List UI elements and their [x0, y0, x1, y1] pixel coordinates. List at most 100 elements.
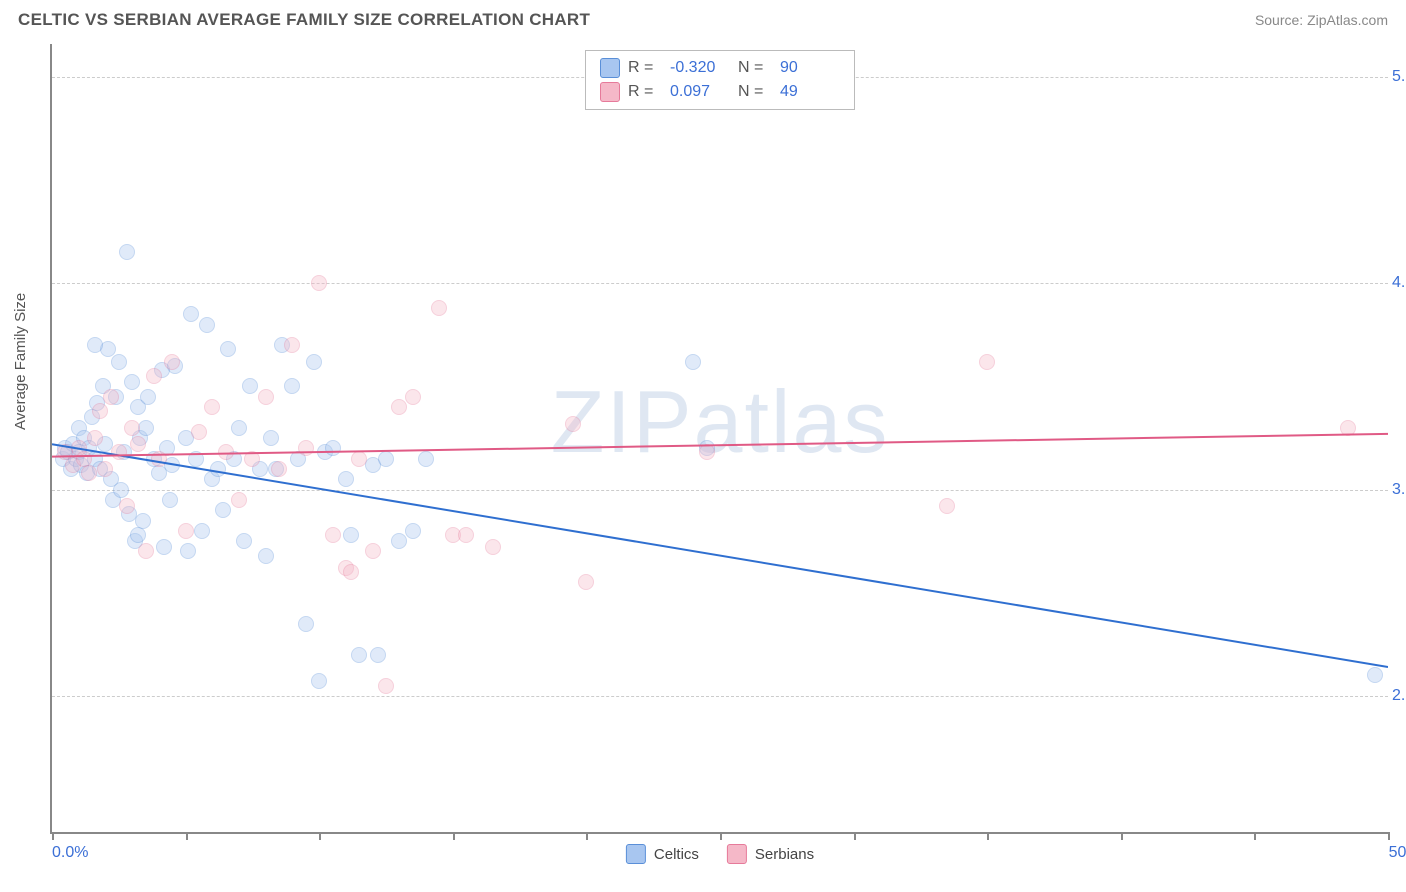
data-point: [119, 244, 135, 260]
data-point: [258, 548, 274, 564]
data-point: [306, 354, 322, 370]
data-point: [485, 539, 501, 555]
data-point: [97, 461, 113, 477]
data-point: [1340, 420, 1356, 436]
data-point: [210, 461, 226, 477]
data-point: [138, 543, 154, 559]
legend-row-serbians: R = 0.097 N = 49: [600, 80, 840, 104]
legend-r-label: R =: [628, 83, 662, 101]
x-tick: [720, 832, 722, 840]
x-tick: [1121, 832, 1123, 840]
data-point: [298, 440, 314, 456]
x-tick: [319, 832, 321, 840]
trend-line: [52, 444, 1388, 667]
data-point: [242, 378, 258, 394]
data-point: [311, 275, 327, 291]
data-point: [298, 616, 314, 632]
gridline: [52, 696, 1388, 697]
data-point: [431, 300, 447, 316]
data-point: [103, 389, 119, 405]
x-tick: [52, 832, 54, 840]
legend-r-value: -0.320: [670, 59, 730, 77]
legend-n-label: N =: [738, 59, 772, 77]
data-point: [130, 436, 146, 452]
x-tick: [453, 832, 455, 840]
watermark-text: ZIPatlas: [551, 371, 890, 473]
data-point: [271, 461, 287, 477]
data-point: [162, 492, 178, 508]
data-point: [699, 444, 715, 460]
data-point: [351, 451, 367, 467]
data-point: [578, 574, 594, 590]
data-point: [391, 399, 407, 415]
data-point: [365, 543, 381, 559]
x-tick: [854, 832, 856, 840]
data-point: [183, 306, 199, 322]
data-point: [418, 451, 434, 467]
data-point: [218, 444, 234, 460]
x-tick: [586, 832, 588, 840]
data-point: [244, 451, 260, 467]
data-point: [1367, 667, 1383, 683]
series-legend: Celtics Serbians: [626, 844, 814, 864]
legend-series-label: Celtics: [654, 846, 699, 863]
data-point: [565, 416, 581, 432]
x-tick: [1388, 832, 1390, 840]
data-point: [370, 647, 386, 663]
legend-r-value: 0.097: [670, 83, 730, 101]
gridline: [52, 490, 1388, 491]
data-point: [164, 354, 180, 370]
gridline: [52, 283, 1388, 284]
legend-item-celtics: Celtics: [626, 844, 699, 864]
data-point: [311, 673, 327, 689]
source-label: Source: ZipAtlas.com: [1255, 12, 1388, 28]
data-point: [111, 444, 127, 460]
data-point: [325, 440, 341, 456]
legend-series-label: Serbians: [755, 846, 814, 863]
legend-n-value: 49: [780, 83, 840, 101]
legend-n-label: N =: [738, 83, 772, 101]
data-point: [156, 539, 172, 555]
data-point: [351, 647, 367, 663]
data-point: [231, 420, 247, 436]
data-point: [87, 430, 103, 446]
data-point: [119, 498, 135, 514]
legend-item-serbians: Serbians: [727, 844, 814, 864]
data-point: [111, 354, 127, 370]
data-point: [113, 482, 129, 498]
data-point: [231, 492, 247, 508]
data-point: [191, 424, 207, 440]
legend-row-celtics: R = -0.320 N = 90: [600, 56, 840, 80]
data-point: [180, 543, 196, 559]
data-point: [188, 451, 204, 467]
data-point: [199, 317, 215, 333]
data-point: [284, 337, 300, 353]
y-tick-label: 2.00: [1392, 687, 1406, 705]
data-point: [338, 471, 354, 487]
data-point: [81, 465, 97, 481]
data-point: [236, 533, 252, 549]
x-axis-max-label: 50.0%: [1389, 844, 1406, 862]
data-point: [258, 389, 274, 405]
data-point: [215, 502, 231, 518]
data-point: [939, 498, 955, 514]
data-point: [405, 389, 421, 405]
data-point: [146, 368, 162, 384]
data-point: [325, 527, 341, 543]
swatch-serbians-icon: [727, 844, 747, 864]
data-point: [220, 341, 236, 357]
data-point: [151, 451, 167, 467]
data-point: [124, 374, 140, 390]
data-point: [391, 533, 407, 549]
x-tick: [186, 832, 188, 840]
data-point: [194, 523, 210, 539]
chart-title: CELTIC VS SERBIAN AVERAGE FAMILY SIZE CO…: [18, 10, 590, 30]
legend-n-value: 90: [780, 59, 840, 77]
x-tick: [987, 832, 989, 840]
data-point: [343, 527, 359, 543]
x-tick: [1254, 832, 1256, 840]
y-tick-label: 5.00: [1392, 68, 1406, 86]
x-axis-min-label: 0.0%: [52, 844, 88, 862]
swatch-celtics-icon: [626, 844, 646, 864]
data-point: [124, 420, 140, 436]
